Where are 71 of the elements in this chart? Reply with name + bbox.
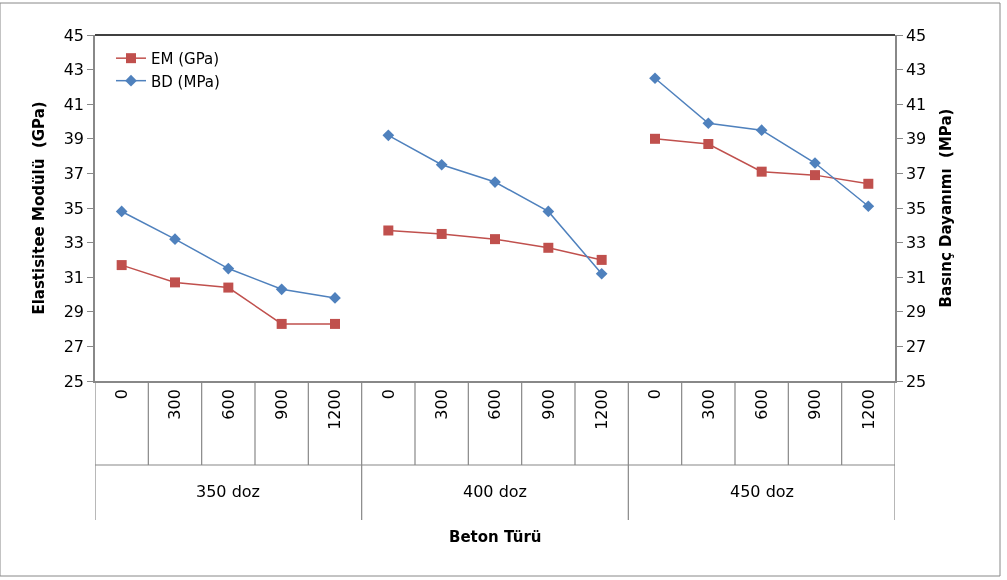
legend-label: EM (GPa)	[151, 50, 220, 69]
y2-tick-label: 45	[905, 25, 927, 45]
point	[170, 277, 180, 288]
point	[810, 170, 820, 181]
x-tick-label: 600	[485, 389, 505, 420]
point	[116, 260, 127, 271]
point	[276, 318, 287, 329]
y-tick-label: 43	[63, 60, 85, 80]
point	[435, 158, 448, 171]
point	[275, 283, 288, 296]
point	[649, 72, 661, 85]
point	[595, 267, 608, 280]
x-tick-label: 600	[218, 389, 238, 420]
y2-tick-label: 35	[905, 198, 927, 218]
point	[490, 234, 500, 245]
y2-axis-title: Basınç Dayanımı (MPa)	[936, 108, 955, 308]
point	[755, 124, 768, 136]
x-tick-label: 0	[645, 389, 665, 400]
point	[756, 166, 767, 177]
y-tick-label: 27	[63, 337, 85, 356]
x-tick-label: 300	[431, 389, 451, 420]
x-tick-label: 300	[165, 389, 185, 420]
y2-tick-label: 33	[905, 233, 927, 253]
y2-tick-label: 37	[905, 164, 927, 183]
point	[862, 200, 875, 213]
x-tick-label: 900	[805, 389, 825, 420]
y-tick-label: 33	[63, 233, 85, 253]
x-tick-label: 300	[698, 389, 718, 420]
text: 450 doz	[730, 482, 794, 501]
y-tick-label: 29	[63, 302, 85, 322]
y2-tick-label: 29	[905, 302, 927, 322]
y-tick-label: 45	[63, 25, 85, 45]
y-tick-label: 25	[63, 371, 85, 391]
x-tick-label: 1200	[858, 389, 878, 430]
point	[650, 133, 660, 144]
x-tick-label: 600	[751, 389, 771, 420]
text: Beton Türü	[449, 528, 542, 546]
x-tick-label: 1200	[325, 389, 345, 430]
x-tick-label: 0	[378, 389, 398, 400]
y2-tick-label: 25	[905, 371, 927, 391]
point	[703, 138, 714, 149]
point	[596, 254, 607, 265]
legend-label: BD (MPa)	[151, 72, 220, 91]
y2-tick-label: 43	[905, 60, 927, 80]
point	[863, 178, 874, 189]
y-tick-label: 39	[63, 129, 85, 149]
point	[383, 225, 394, 236]
text: 400 doz	[463, 482, 527, 501]
y-axis-title: Elastisitee Modülü (GPa)	[30, 101, 49, 315]
x-tick-label: 1200	[591, 389, 611, 430]
y2-tick-label: 41	[905, 94, 927, 114]
x-tick-label: 900	[538, 389, 558, 420]
point	[543, 242, 554, 253]
y-tick-label: 41	[63, 94, 85, 114]
point	[436, 228, 447, 239]
point	[222, 262, 235, 275]
y2-tick-label: 39	[905, 129, 927, 149]
x-tick-label: 0	[111, 389, 131, 400]
point	[115, 205, 128, 218]
point	[382, 129, 395, 142]
text: 350 doz	[196, 482, 260, 501]
point	[702, 117, 715, 130]
point	[223, 282, 234, 293]
point	[542, 205, 555, 218]
y-tick-label: 31	[63, 267, 85, 287]
y-tick-label: 37	[63, 164, 85, 183]
x-tick-label: 900	[271, 389, 291, 420]
y2-tick-label: 31	[905, 267, 927, 287]
y-tick-label: 35	[63, 198, 85, 218]
y2-tick-label: 27	[905, 337, 927, 356]
point	[330, 318, 340, 329]
